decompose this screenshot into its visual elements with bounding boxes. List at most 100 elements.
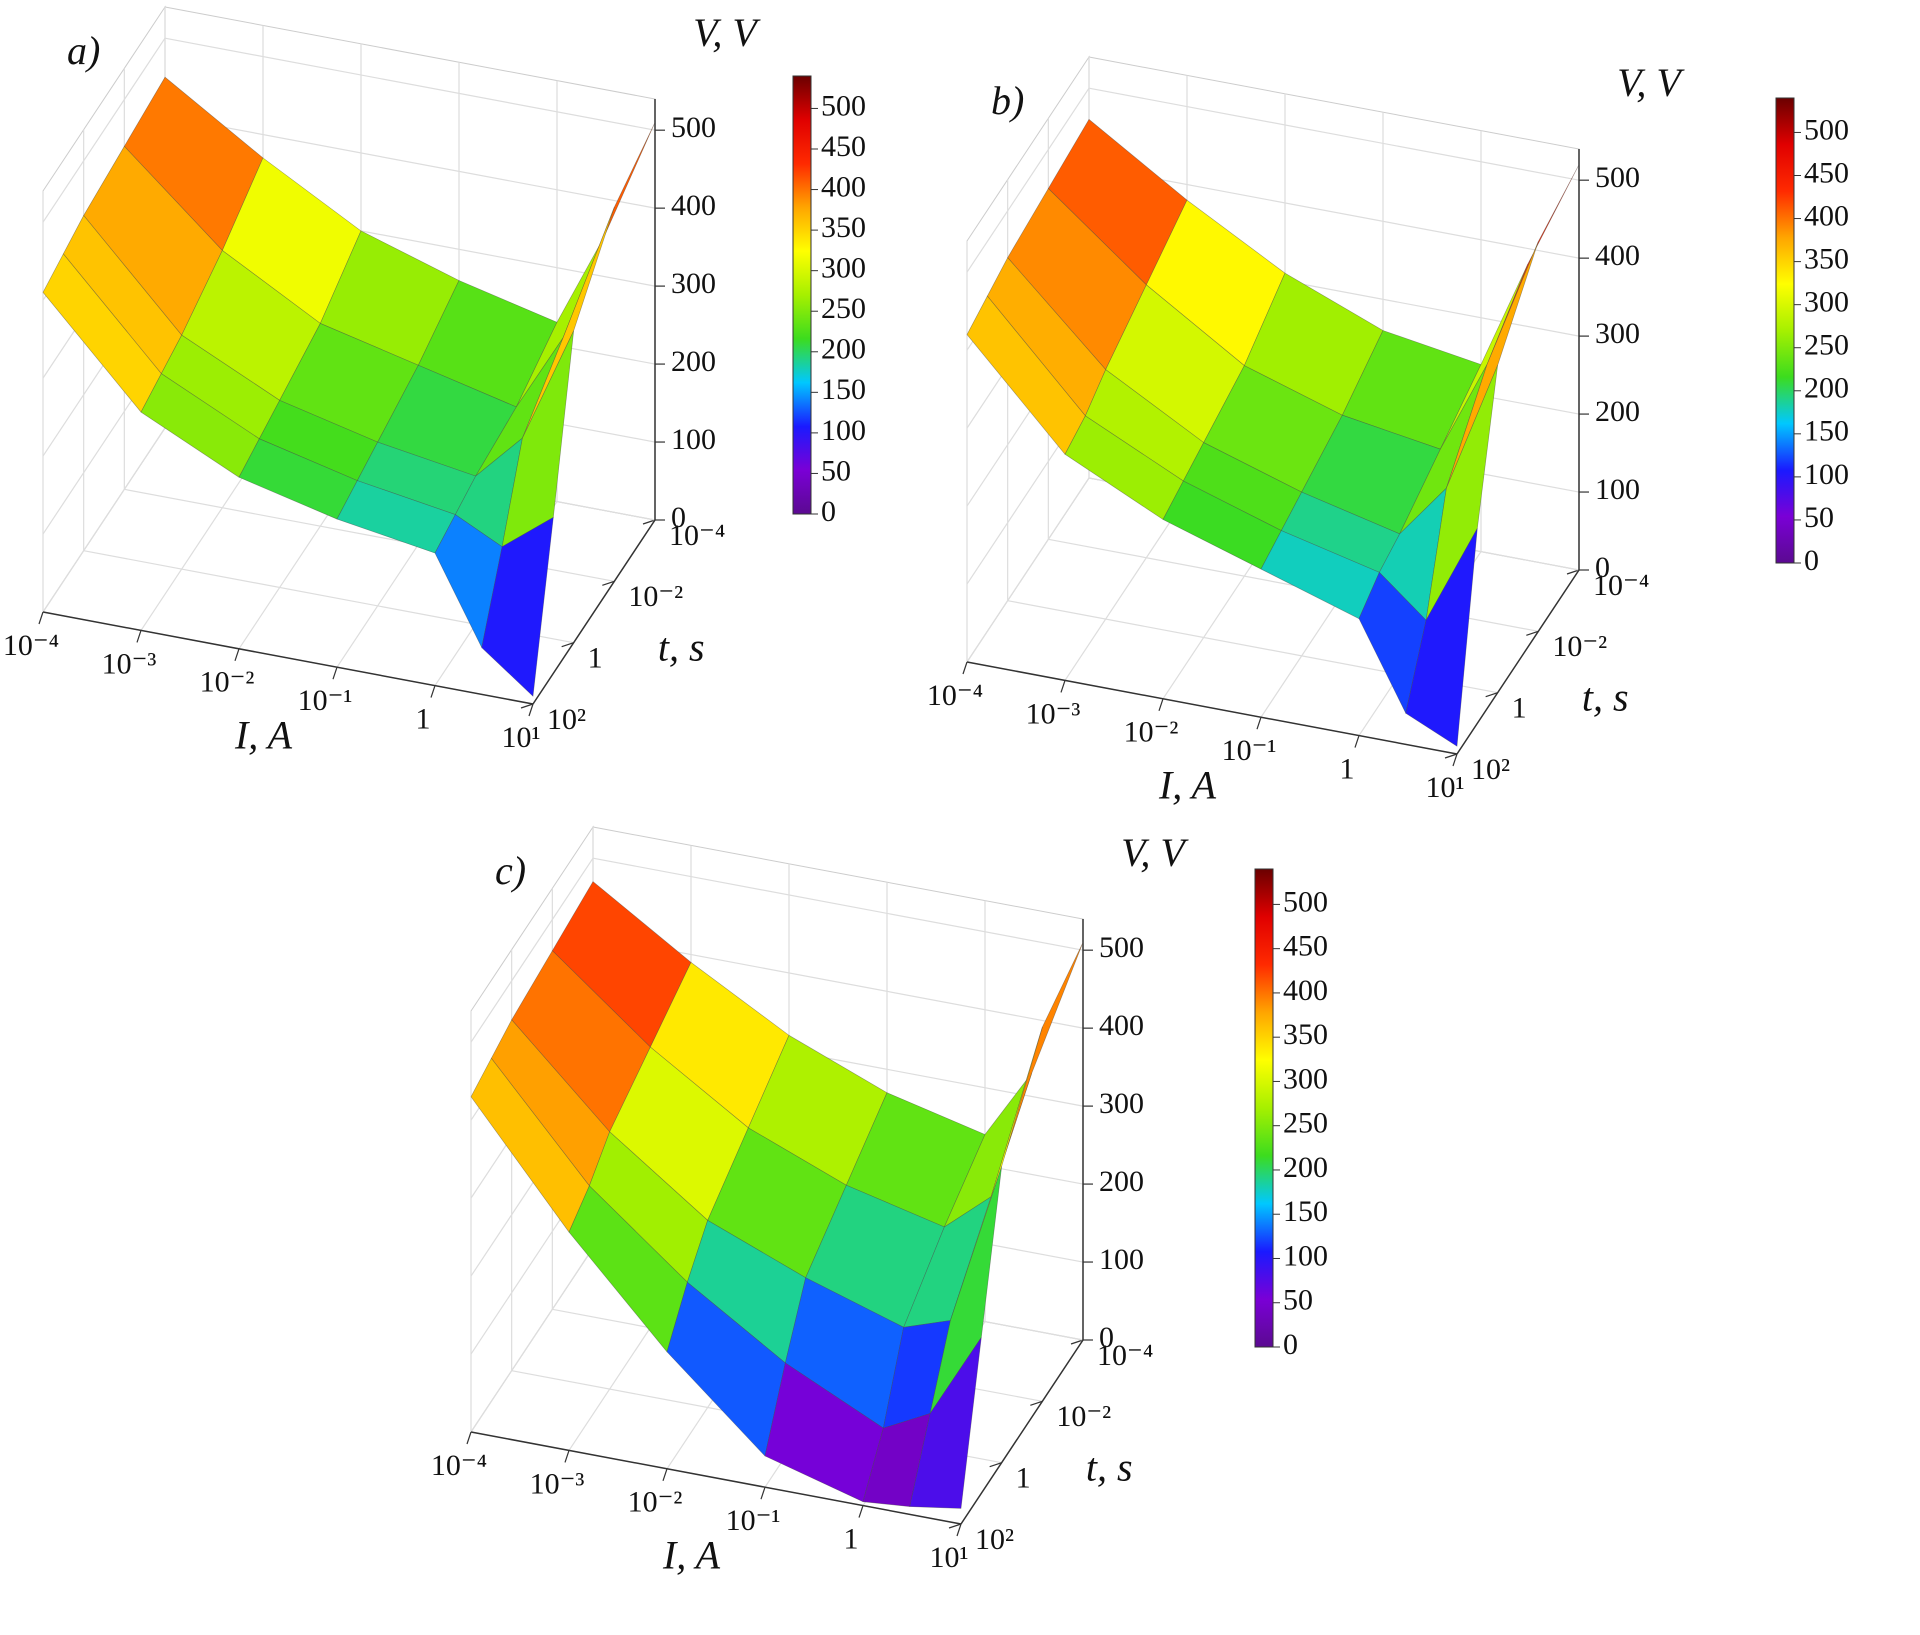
colorbar-tick-label: 200 xyxy=(1804,372,1849,405)
y-axis-label: t, s xyxy=(658,624,705,669)
y-tick-label: 10⁻⁴ xyxy=(1097,1339,1153,1372)
tick-mark xyxy=(1444,753,1458,759)
colorbar-tick-label: 100 xyxy=(1804,458,1849,491)
colorbar xyxy=(792,75,812,515)
z-axis-label: V, V xyxy=(1617,60,1685,105)
colorbar-tick-label: 100 xyxy=(821,414,866,447)
colorbar-tick-label: 300 xyxy=(1804,286,1849,319)
y-tick-label: 10² xyxy=(547,703,586,736)
y-tick-label: 10⁻² xyxy=(1552,630,1607,663)
colorbar-tick-label: 0 xyxy=(1804,544,1819,577)
grid-line xyxy=(42,427,166,613)
colorbar-tick-label: 250 xyxy=(1804,329,1849,362)
z-tick-label: 300 xyxy=(671,267,716,300)
x-tick-label: 10⁻⁴ xyxy=(3,629,59,662)
x-tick-label: 10⁻¹ xyxy=(726,1504,781,1537)
z-tick-label: 200 xyxy=(1595,395,1640,428)
colorbar-tick-label: 500 xyxy=(1283,885,1328,918)
x-tick-label: 10⁻⁴ xyxy=(431,1449,487,1482)
x-tick-label: 10¹ xyxy=(502,721,541,754)
grid-line xyxy=(1088,165,1580,259)
colorbar-tick-label: 350 xyxy=(1804,243,1849,276)
x-tick-label: 10⁻² xyxy=(200,666,255,699)
tick-mark xyxy=(38,611,44,625)
tick-mark xyxy=(332,667,338,680)
y-axis xyxy=(1456,569,1580,755)
y-tick-label: 1 xyxy=(588,642,603,675)
z-axis-label: V, V xyxy=(1121,830,1189,875)
z-tick-label: 100 xyxy=(1595,473,1640,506)
y-tick-label: 10² xyxy=(975,1523,1014,1556)
colorbar-tick-label: 250 xyxy=(1283,1107,1328,1140)
y-tick-label: 1 xyxy=(1512,692,1527,725)
colorbar-tick-label: 200 xyxy=(1283,1151,1328,1184)
y-tick-label: 10⁻⁴ xyxy=(1593,569,1649,602)
colorbar-tick-label: 500 xyxy=(1804,113,1849,146)
tick-mark xyxy=(1452,753,1458,767)
panel-label: b) xyxy=(991,78,1024,123)
colorbar-tick-label: 50 xyxy=(1804,501,1834,534)
tick-mark xyxy=(642,519,656,525)
colorbar-tick-label: 350 xyxy=(1283,1018,1328,1051)
x-tick-label: 10⁻³ xyxy=(102,647,157,680)
colorbar-tick-label: 300 xyxy=(821,252,866,285)
tick-mark xyxy=(528,703,534,717)
y-axis xyxy=(532,519,656,705)
colorbar-tick-label: 400 xyxy=(821,170,866,203)
z-tick-label: 400 xyxy=(1595,239,1640,272)
colorbar-tick-label: 250 xyxy=(821,292,866,325)
tick-mark xyxy=(1070,1339,1084,1345)
colorbar-tick-label: 0 xyxy=(1283,1328,1298,1361)
grid-line xyxy=(164,37,656,131)
tick-mark xyxy=(602,580,615,586)
grid-line xyxy=(1064,496,1188,681)
x-tick-label: 10⁻² xyxy=(1124,716,1179,749)
x-tick-label: 1 xyxy=(416,702,431,735)
x-tick-label: 10¹ xyxy=(930,1541,969,1574)
x-axis xyxy=(966,661,1458,755)
x-tick-label: 10⁻² xyxy=(628,1486,683,1519)
x-tick-label: 10⁻¹ xyxy=(1222,734,1277,767)
panel-label: c) xyxy=(495,848,526,893)
colorbar-tick-label: 500 xyxy=(821,89,866,122)
tick-mark xyxy=(948,1523,962,1529)
tick-mark xyxy=(430,685,436,698)
colorbar-tick-label: 150 xyxy=(821,373,866,406)
tick-mark xyxy=(760,1487,766,1500)
y-axis-label: t, s xyxy=(1086,1444,1133,1489)
surface-patch xyxy=(1405,528,1478,747)
surface-patch xyxy=(481,516,554,697)
z-axis-label: V, V xyxy=(693,10,761,55)
colorbar xyxy=(1254,868,1274,1348)
z-tick-label: 300 xyxy=(1595,317,1640,350)
y-tick-label: 10⁻² xyxy=(628,580,683,613)
colorbar-tick-label: 100 xyxy=(1283,1239,1328,1272)
z-tick-label: 0 xyxy=(671,501,686,534)
grid-line xyxy=(42,37,166,223)
z-tick-label: 100 xyxy=(1099,1243,1144,1276)
x-axis xyxy=(42,611,534,705)
tick-mark xyxy=(1566,569,1580,575)
tick-mark xyxy=(962,661,968,675)
z-tick-label: 0 xyxy=(1595,551,1610,584)
tick-mark xyxy=(561,642,574,648)
y-tick-label: 10² xyxy=(1471,753,1510,786)
x-axis xyxy=(470,1431,962,1525)
z-tick-label: 200 xyxy=(1099,1165,1144,1198)
y-tick-label: 1 xyxy=(1016,1462,1031,1495)
z-tick-label: 0 xyxy=(1099,1321,1114,1354)
x-tick-label: 10⁻¹ xyxy=(298,684,353,717)
tick-mark xyxy=(662,1468,668,1481)
colorbar xyxy=(1775,97,1795,564)
colorbar-tick-label: 200 xyxy=(821,333,866,366)
colorbar-tick-label: 50 xyxy=(1283,1284,1313,1317)
z-tick-label: 500 xyxy=(671,111,716,144)
y-tick-label: 10⁻⁴ xyxy=(669,519,725,552)
x-tick-label: 10¹ xyxy=(1426,771,1465,804)
x-tick-label: 1 xyxy=(844,1522,859,1555)
colorbar-tick-label: 150 xyxy=(1283,1195,1328,1228)
grid-line xyxy=(164,115,656,209)
z-tick-label: 500 xyxy=(1099,931,1144,964)
